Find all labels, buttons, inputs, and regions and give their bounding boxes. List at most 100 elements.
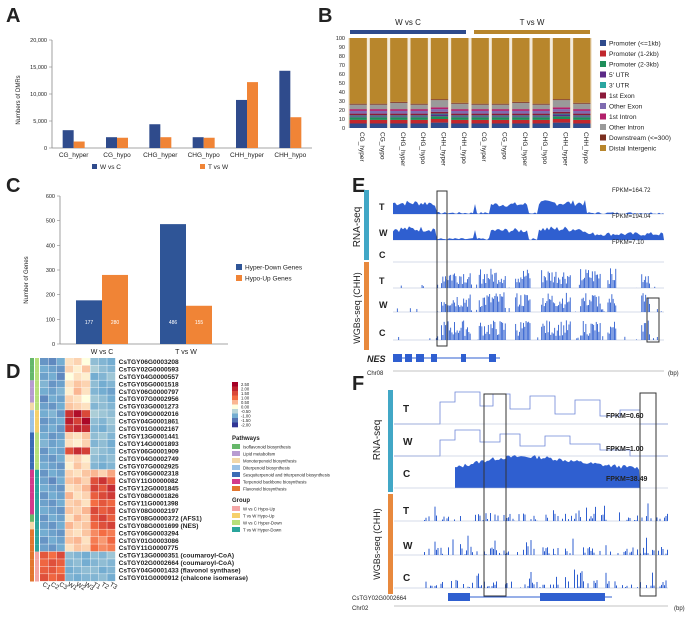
c-bar-1-1 — [186, 305, 212, 344]
f-wgbs-bar — [506, 517, 508, 521]
b-legend-swatch-4 — [600, 82, 606, 88]
f-fpkm-t: FPKM=0.60 — [606, 413, 644, 420]
f-wgbs-bar — [545, 548, 547, 555]
b-seg-11-10 — [573, 38, 591, 103]
d-heat-cell — [107, 507, 116, 515]
d-heat-cell — [73, 544, 82, 552]
f-wgbs-bar — [491, 547, 493, 555]
d-heat-cell — [73, 462, 82, 470]
e-wgbs-bar — [569, 275, 571, 288]
e-wgbs-bar — [614, 321, 615, 340]
a-ytick-label: 0 — [44, 146, 47, 152]
e-wgbs-bar — [568, 324, 570, 340]
e-wgbs-bar — [558, 305, 559, 312]
f-wgbs-bar — [448, 547, 449, 555]
f-wgbs-bar — [619, 512, 620, 521]
d-heat-cell — [73, 380, 82, 388]
panel-c: C Number of Genes 0 100 200 300 400 500 600 W v… — [6, 175, 303, 356]
d-heat-cell — [98, 365, 107, 373]
d-heat-cell — [40, 380, 48, 388]
d-gene-label: CsTGY13G0001441 — [119, 433, 179, 440]
d-heat-cell — [107, 417, 116, 425]
d-heat-cell — [90, 521, 99, 529]
d-heat-cell — [98, 432, 107, 440]
f-wgbs-bar — [442, 581, 443, 588]
e-wgbs-bar — [559, 301, 561, 312]
d-heat-cell — [107, 402, 116, 410]
f-wgbs-bar — [467, 535, 469, 555]
d-gene-label: CsTGY11G0001398 — [119, 501, 179, 508]
panel-letter-e: E — [352, 175, 365, 197]
f-wgbs-bar — [475, 514, 476, 521]
f-wgbs-bar — [526, 542, 527, 555]
e-wgbs-bar — [593, 324, 595, 340]
d-heat-cell — [98, 507, 107, 515]
f-wgbs-bar — [661, 584, 662, 588]
e-wgbs-bar — [558, 277, 559, 288]
b-seg-7-10 — [491, 38, 510, 104]
e-wgbs-bar — [601, 309, 602, 312]
d-heat-cell — [98, 559, 107, 567]
e-wgbs-bar — [656, 309, 658, 312]
e-wgbs-bar — [649, 283, 650, 288]
b-seg-1-2 — [369, 117, 388, 120]
f-wgbs-bar — [523, 549, 524, 555]
f-wgbs-bar — [626, 548, 628, 555]
b-seg-10-2 — [552, 116, 571, 119]
d-group-label: W vs C Hypo-Up — [243, 507, 276, 512]
f-wgbs-sidebar — [388, 494, 393, 594]
e-wgbs-bar — [461, 306, 463, 312]
f-wgbs-bar — [506, 583, 508, 588]
d-heat-cell — [98, 462, 107, 470]
f-fpkm-c: FPKM=38.49 — [606, 476, 648, 483]
e-wgbs-bar — [612, 298, 614, 312]
e-wgbs-bar — [520, 295, 522, 312]
d-heat-cell — [65, 514, 74, 522]
e-wgbs-bar — [468, 298, 470, 312]
b-seg-6-3 — [471, 116, 489, 118]
e-wgbs-bar — [528, 273, 530, 288]
e-wgbs-bar — [615, 268, 617, 288]
e-wgbs-bar — [502, 296, 504, 312]
d-gene-label: CsTGY08G0000372 (AFS1) — [119, 515, 202, 522]
e-wgbs-bar — [468, 332, 470, 340]
d-group-cell — [35, 462, 39, 470]
b-seg-10-4 — [552, 113, 571, 115]
d-heat-cell — [48, 402, 57, 410]
b-seg-3-3 — [410, 116, 428, 118]
e-wgbs-bar — [569, 321, 571, 340]
a-bar-CG_hypo-1 — [117, 137, 128, 148]
f-wgbs-bar — [593, 513, 595, 521]
d-heat-cell — [65, 454, 74, 462]
b-seg-1-0 — [369, 123, 388, 128]
e-wgbs-bar — [547, 332, 549, 340]
d-gene-label: CsTGY02G0002664 (coumaroyl-CoA) — [119, 560, 234, 567]
d-heat-cell — [48, 477, 57, 485]
panel-f: F RNA-seq WGBs-seq (CHH) T W C T W C FPKM=0.60 FP… — [352, 373, 685, 612]
e-wgbs-bar — [591, 271, 593, 288]
f-wgbs-bar — [424, 519, 425, 521]
e-wgbs-bar — [493, 298, 494, 312]
f-chrom-label: Chr02 — [352, 606, 369, 612]
b-seg-2-9 — [390, 101, 408, 103]
d-heat-cell — [82, 410, 90, 418]
e-wgbs-bar — [499, 282, 501, 288]
d-heat-cell — [40, 514, 48, 522]
d-pathway-cell — [30, 559, 34, 567]
c-ylabel: Number of Genes — [24, 256, 30, 303]
d-group-cell — [35, 365, 39, 373]
f-wgbs-bar — [667, 513, 668, 521]
c-data-label: 486 — [169, 320, 178, 326]
e-wgbs-bar — [515, 297, 517, 312]
e-wgbs-bar — [582, 279, 584, 288]
d-heat-cell — [56, 387, 65, 395]
d-heat-cell — [73, 372, 82, 380]
e-wgbs-bar — [500, 322, 502, 340]
e-wgbs-bar — [526, 322, 528, 340]
e-wgbs-bar — [517, 306, 519, 312]
d-gene-label: CsTGY14G0001893 — [119, 441, 179, 448]
b-seg-9-1 — [532, 119, 550, 124]
e-wgbs-bar — [480, 306, 481, 312]
f-wgbs-bar — [557, 584, 559, 588]
f-track-label-W: W — [403, 437, 413, 448]
